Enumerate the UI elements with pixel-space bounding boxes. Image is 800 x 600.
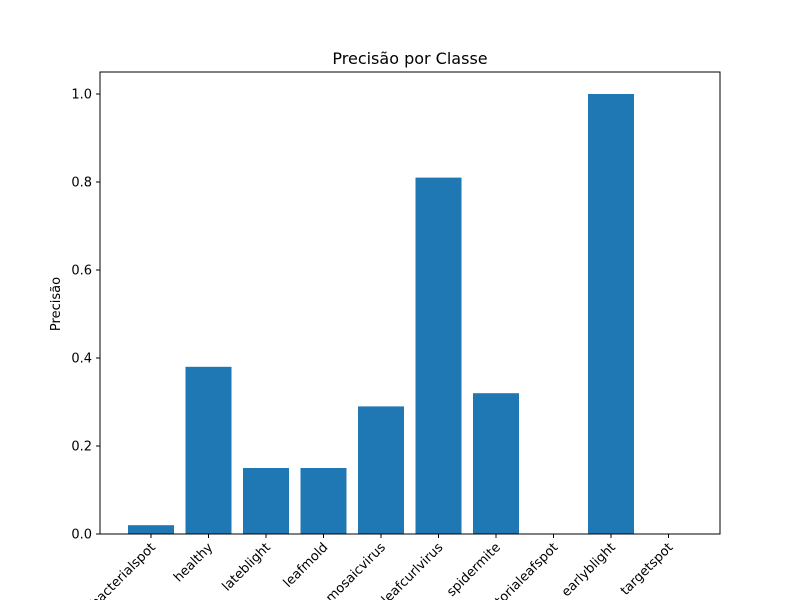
- x-tick-label: leafcurlvirus: [379, 540, 446, 600]
- x-ticks-group: bacterialspot healthy lateblight leafmoldmo…: [88, 534, 676, 600]
- bar-spidermite: [473, 393, 519, 534]
- bars-group: [128, 94, 634, 534]
- y-tick-label: 0.4: [71, 352, 92, 367]
- y-tick-label: 0.6: [71, 264, 92, 279]
- x-tick-label: spidermite: [444, 540, 504, 600]
- bar-earlyblight: [588, 94, 634, 534]
- x-tick-label: lateblight: [220, 540, 274, 594]
- chart-title: Precisão por Classe: [332, 49, 487, 68]
- x-tick-label: targetspot: [618, 540, 676, 598]
- y-axis-label: Precisão: [49, 277, 64, 331]
- plot-frame: [99, 71, 721, 535]
- x-tick-label: earlyblight: [559, 540, 619, 600]
- y-tick-label: 0.8: [71, 176, 92, 191]
- bar-healthy: [185, 366, 232, 534]
- bar-bacterialspot: [128, 525, 174, 534]
- y-tick-label: 1.0: [71, 88, 92, 103]
- x-tick-label: leafmold: [281, 540, 332, 591]
- y-ticks-group: 0.0 0.2 0.4 0.6 0.8 1.0: [71, 88, 100, 543]
- y-tick-label: 0.2: [71, 440, 92, 455]
- bar-mosaicvirus: [358, 406, 404, 534]
- bar-leafmold: [300, 468, 347, 534]
- x-tick-label: bacterialspot: [88, 540, 159, 600]
- bar-lateblight: [243, 468, 289, 534]
- x-tick-label: healthy: [171, 540, 216, 585]
- y-tick-label: 0.0: [71, 528, 92, 543]
- bar-leafcurlvirus: [415, 177, 462, 534]
- x-tick-label: mosaicvirus: [323, 540, 389, 600]
